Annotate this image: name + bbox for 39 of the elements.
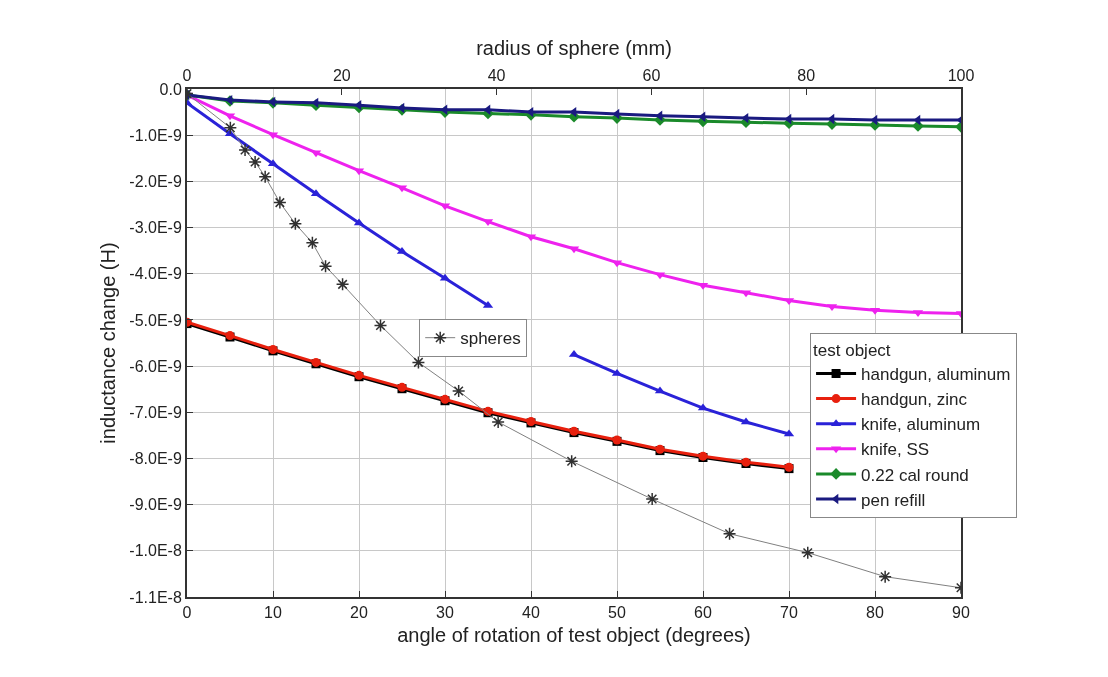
legend-label: pen refill [861, 490, 926, 510]
x-tick-label: 50 [608, 604, 626, 622]
x-tick-label: 80 [866, 604, 884, 622]
legend-label: knife, SS [861, 440, 930, 460]
x-tick-label: 40 [522, 604, 540, 622]
y-tick-label: -1.0E-8 [129, 542, 182, 560]
x2-axis-title: radius of sphere (mm) [476, 36, 672, 59]
legend-label: spheres [460, 329, 521, 349]
x-tick-label: 30 [436, 604, 454, 622]
x2-tick-label: 80 [797, 66, 816, 84]
legend-title: test object [813, 340, 891, 360]
x2-tick-label: 0 [182, 66, 192, 84]
y-tick-label: -7.0E-9 [129, 403, 182, 421]
legend-label: knife, aluminum [861, 415, 981, 435]
x-tick-label: 90 [952, 604, 970, 622]
y-tick-label: -5.0E-9 [129, 311, 182, 329]
x2-tick-label: 20 [332, 66, 351, 84]
x2-tick-label: 100 [947, 66, 975, 84]
x2-tick-label: 60 [642, 66, 661, 84]
x2-tick-label: 40 [487, 66, 506, 84]
y-tick-label: -2.0E-9 [129, 172, 182, 190]
x-tick-label: 60 [694, 604, 712, 622]
y-tick-label: 0.0 [159, 80, 182, 98]
legend-label: handgun, zinc [861, 390, 968, 410]
x-tick-label: 0 [182, 604, 192, 622]
y-tick-label: -9.0E-9 [129, 496, 182, 514]
x-tick-label: 10 [264, 604, 282, 622]
y-tick-label: -1.1E-8 [129, 588, 182, 606]
legend-label: 0.22 cal round [861, 465, 969, 485]
y-tick-label: -4.0E-9 [129, 265, 182, 283]
legend-label: handgun, aluminum [861, 365, 1011, 385]
y-tick-label: -6.0E-9 [129, 357, 182, 375]
y-tick-label: -3.0E-9 [129, 219, 182, 237]
x-tick-label: 70 [780, 604, 798, 622]
x-tick-label: 20 [350, 604, 368, 622]
y-tick-label: -1.0E-9 [129, 126, 182, 144]
x-axis-title: angle of rotation of test object (degrees) [397, 624, 751, 647]
y-axis-title: inductance change (H) [97, 242, 120, 444]
y-tick-label: -8.0E-9 [129, 450, 182, 468]
